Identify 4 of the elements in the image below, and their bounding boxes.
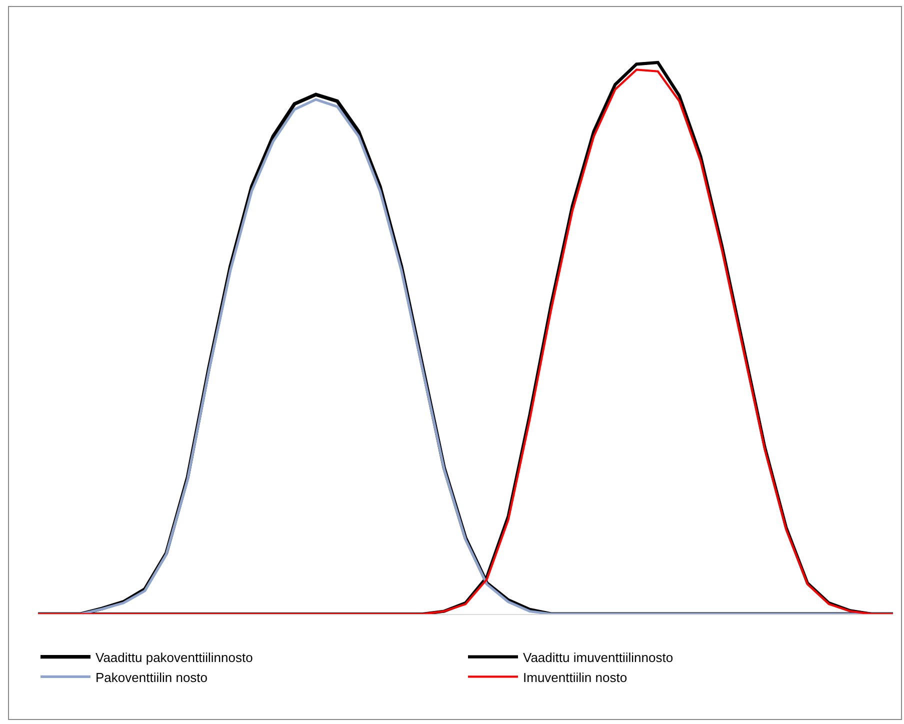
legend-label: Vaadittu pakoventtiilinnosto — [96, 650, 253, 665]
legend-label: Imuventtiilin nosto — [523, 670, 628, 685]
legend-label: Pakoventtiilin nosto — [96, 670, 208, 685]
legend-label: Vaadittu imuventtiilinnosto — [523, 650, 674, 665]
